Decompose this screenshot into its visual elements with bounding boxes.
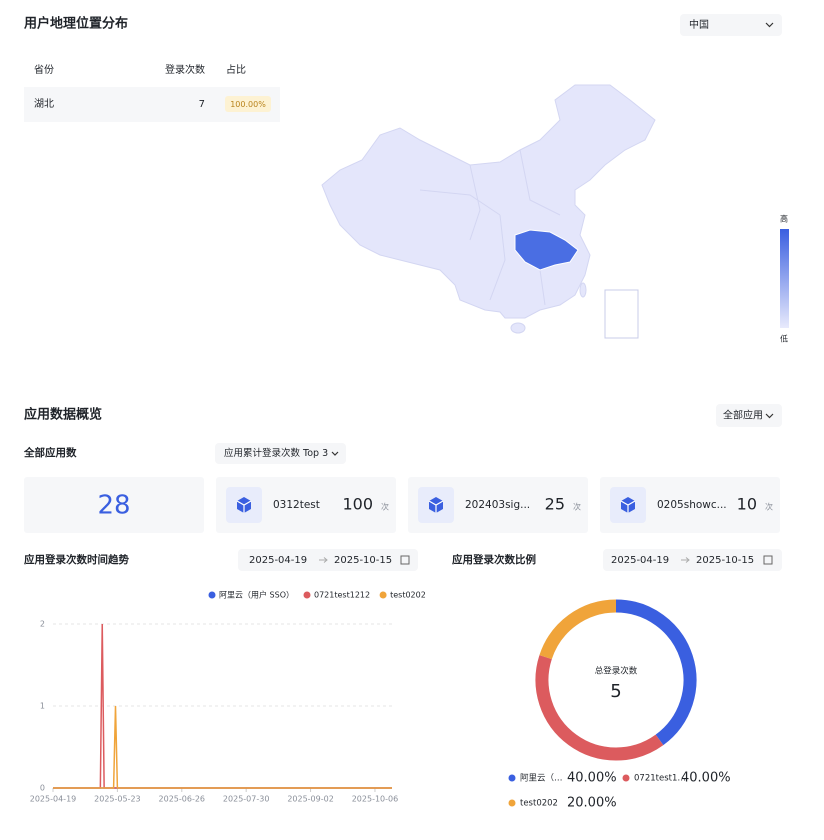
section-title: 用户地理位置分布: [23, 16, 128, 32]
donut-segment: [615, 599, 697, 746]
date-end: 2025-10-15: [696, 555, 754, 566]
legend-marker: [208, 591, 216, 599]
y-tick-label: 1: [40, 702, 45, 711]
map-inset: [604, 289, 639, 339]
app-value: 100: [342, 495, 373, 514]
line-series: [53, 705, 392, 789]
legend-gradient: [780, 229, 789, 328]
legend-label: 阿里云（…: [520, 773, 563, 784]
rank-select-text: 应用累计登录次数 Top 3: [224, 447, 328, 459]
legend-marker: [508, 799, 516, 807]
arrow-icon: [319, 557, 328, 563]
legend-label: test0202: [390, 591, 426, 600]
section-title: 应用数据概览: [24, 407, 102, 423]
date-end: 2025-10-15: [334, 555, 392, 566]
map-province: [514, 229, 579, 271]
calendar-icon: [763, 555, 773, 565]
donut-center-value: 5: [610, 681, 621, 702]
app-unit: 次: [765, 502, 773, 512]
chevron: [765, 413, 774, 419]
x-tick-label: 2025-10-06: [352, 795, 399, 804]
app-name: 0312test: [273, 499, 320, 511]
total-value: 28: [97, 491, 130, 521]
map-island: [579, 282, 587, 298]
legend-value: 20.00%: [567, 796, 617, 811]
app-unit: 次: [381, 502, 389, 512]
table-header: 登录次数: [165, 63, 205, 76]
region-select-text: 中国: [689, 18, 709, 31]
percent-badge: [225, 96, 271, 112]
map-country: [321, 84, 656, 319]
x-tick-label: 2025-04-19: [30, 795, 77, 804]
map-island: [510, 322, 526, 334]
legend-marker: [303, 591, 311, 599]
chevron: [765, 22, 774, 28]
app-icon-line: [236, 500, 252, 513]
app-value: 25: [545, 495, 565, 514]
rank-select[interactable]: [215, 443, 346, 464]
legend-marker: [508, 774, 516, 782]
app-value: 10: [737, 495, 757, 514]
table-cell: 湖北: [34, 98, 54, 110]
legend-marker: [379, 591, 387, 599]
legend-label: 0721test1…: [634, 774, 686, 784]
table-cell: 100.00%: [230, 100, 266, 109]
legend-label: 阿里云（用户 SSO）: [219, 590, 294, 600]
chevron: [331, 451, 339, 456]
app-unit: 次: [573, 502, 581, 512]
chart-title: 应用登录次数时间趋势: [24, 553, 129, 566]
y-tick-label: 0: [40, 784, 45, 793]
map: [321, 84, 656, 339]
arrow-icon: [681, 557, 690, 563]
donut-segment: [539, 599, 617, 660]
app-select[interactable]: [716, 404, 782, 427]
x-tick-label: 2025-05-23: [94, 795, 141, 804]
legend-label: test0202: [520, 799, 558, 809]
app-name: 0205showc...: [657, 499, 727, 511]
calendar-icon: [400, 555, 410, 565]
legend-label: 0721test1212: [314, 591, 370, 600]
map-border: [419, 149, 561, 306]
table-header: 省份: [34, 63, 54, 76]
legend-low: 低: [780, 334, 788, 344]
total-label: 全部应用数: [23, 446, 77, 459]
legend-high: 高: [780, 214, 788, 224]
legend-marker: [622, 774, 630, 782]
donut-segment: [535, 655, 664, 761]
legend-value: 40.00%: [567, 771, 617, 786]
date-picker[interactable]: [603, 549, 782, 571]
donut-center-label: 总登录次数: [595, 666, 638, 677]
x-tick-label: 2025-07-30: [223, 795, 270, 804]
region-select[interactable]: [680, 14, 782, 36]
chart-title: 应用登录次数比例: [452, 553, 536, 566]
x-tick-label: 2025-09-02: [287, 795, 334, 804]
x-tick-label: 2025-06-26: [159, 795, 206, 804]
date-picker[interactable]: [238, 549, 418, 571]
app-select-text: 全部应用: [723, 409, 763, 422]
total-card: [24, 477, 204, 533]
date-start: 2025-04-19: [611, 555, 669, 566]
table-cell: 7: [199, 99, 205, 110]
app-name: 202403sig...: [465, 499, 530, 511]
app-icon-line: [428, 500, 444, 513]
app-icon-line: [620, 500, 636, 513]
date-start: 2025-04-19: [249, 555, 307, 566]
legend-value: 40.00%: [681, 771, 731, 786]
y-tick-label: 2: [40, 620, 45, 629]
table-header: 占比: [226, 63, 246, 76]
